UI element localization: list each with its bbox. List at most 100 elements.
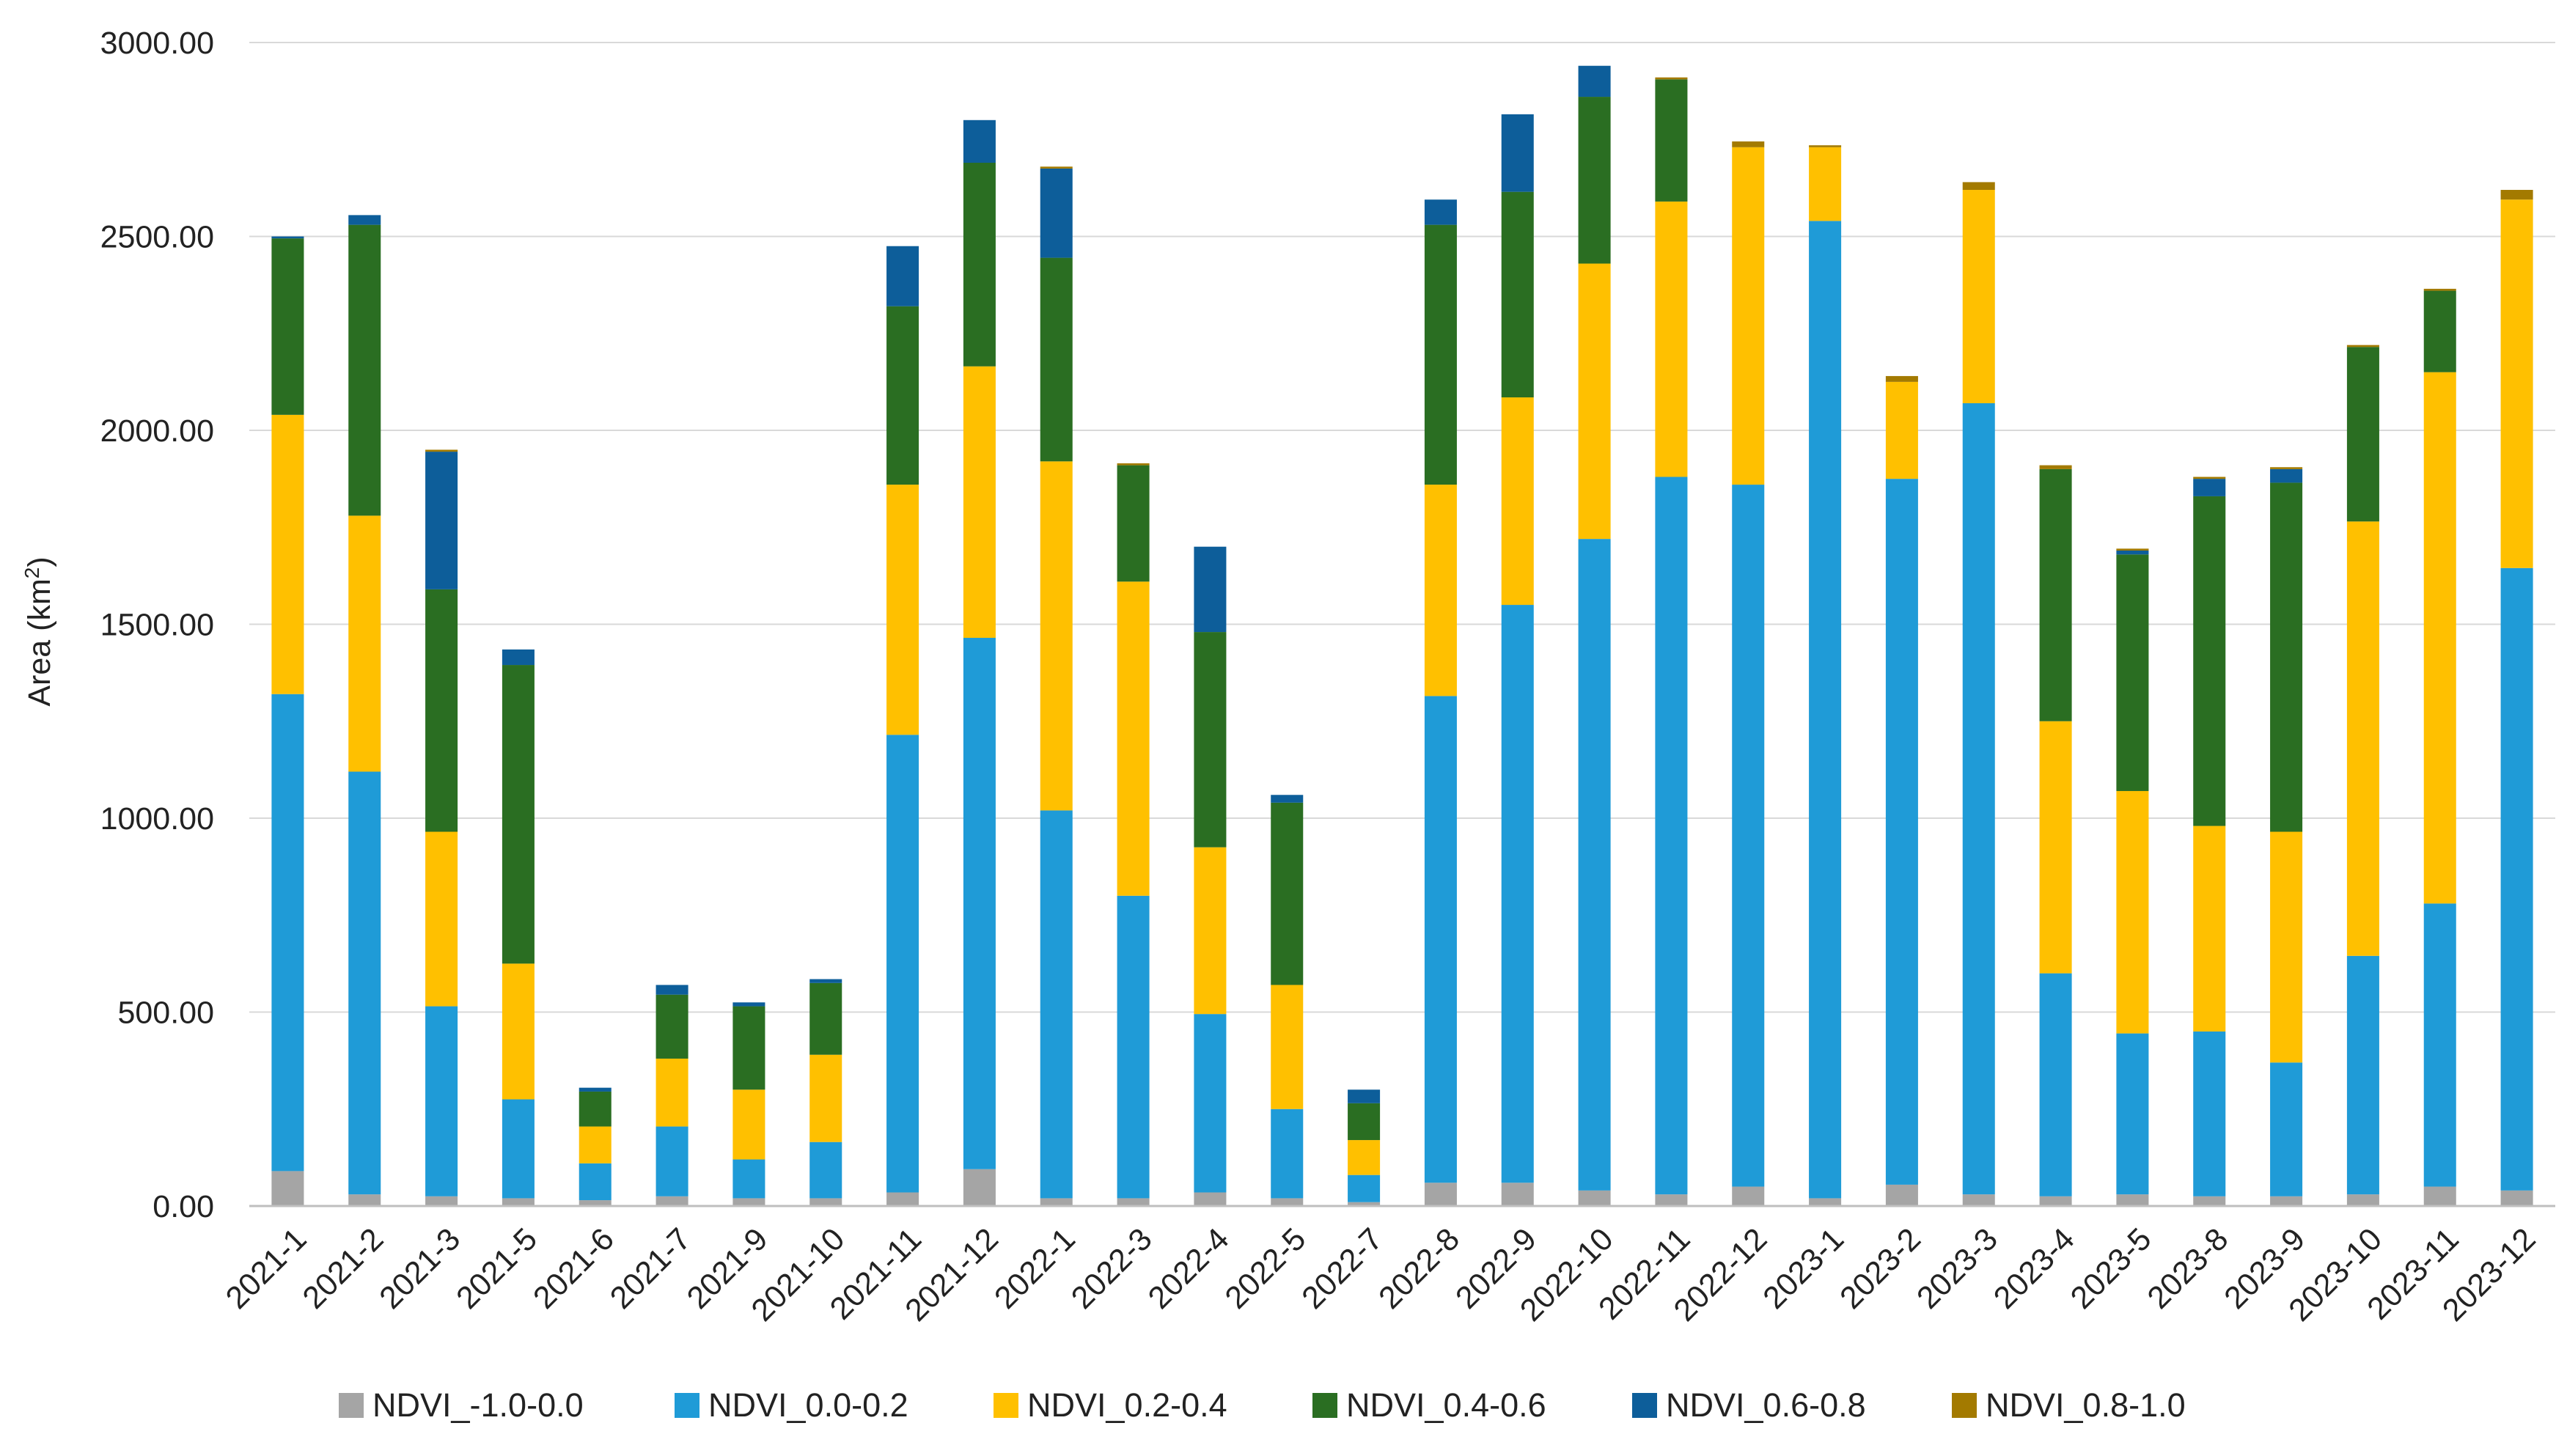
bar-segment (1578, 65, 1611, 98)
bar-segment (271, 238, 304, 415)
x-tick-label: 2022-3 (1065, 1221, 1159, 1316)
bar-segment (1040, 1198, 1073, 1206)
bar-segment (809, 1054, 842, 1142)
bar-stack-2023-2 (1885, 375, 1918, 1206)
x-tick-label: 2023-1 (1757, 1221, 1851, 1316)
bar-segment (655, 1058, 688, 1127)
bar-segment (425, 1006, 458, 1196)
bar-segment (1424, 696, 1457, 1183)
bar-segment (1578, 539, 1611, 1191)
bar-segment (2270, 1196, 2303, 1206)
bar-segment (1655, 477, 1688, 1195)
bar-segment (1194, 632, 1227, 848)
bar-segment (886, 246, 919, 306)
bar-segment (886, 306, 919, 485)
bar-segment (1194, 847, 1227, 1015)
bar-segment (1501, 114, 1534, 192)
bar-segment (809, 1198, 842, 1206)
y-tick-label: 1000.00 (100, 801, 214, 837)
bar-segment (2270, 482, 2303, 832)
legend-label: NDVI_0.2-0.4 (1027, 1386, 1227, 1424)
bar-segment (2193, 1196, 2226, 1206)
x-tick-label: 2023-8 (2141, 1221, 2236, 1316)
bar-stack-2022-5 (1271, 795, 1304, 1206)
bar-segment (2039, 721, 2072, 974)
bar-segment (579, 1163, 612, 1201)
bar-segment (348, 215, 381, 225)
bar-stack-2022-1 (1040, 166, 1073, 1206)
bar-segment (502, 1198, 535, 1206)
bar-stack-2021-2 (348, 215, 381, 1206)
bar-stack-2023-4 (2039, 465, 2072, 1206)
legend-item: NDVI_0.4-0.6 (1312, 1386, 1546, 1424)
bar-segment (2193, 477, 2226, 479)
bar-segment (2039, 973, 2072, 1196)
bar-segment (886, 735, 919, 1193)
x-tick-label: 2022-8 (1372, 1221, 1466, 1316)
y-tick-label: 3000.00 (100, 26, 214, 61)
bar-segment (2423, 372, 2456, 904)
bar-segment (425, 831, 458, 1007)
bar-segment (1578, 1190, 1611, 1206)
bar-stack-2022-7 (1348, 1089, 1381, 1206)
x-tick-label: 2023-5 (2064, 1221, 2159, 1316)
bar-segment (1424, 1183, 1457, 1206)
bar-segment (2423, 903, 2456, 1187)
bar-segment (502, 1099, 535, 1199)
bar-segment (1348, 1174, 1381, 1202)
bar-segment (2193, 1031, 2226, 1196)
bar-segment (425, 1196, 458, 1206)
bar-segment (1348, 1202, 1381, 1206)
legend-item: NDVI_0.6-0.8 (1632, 1386, 1866, 1424)
bar-segment (1348, 1089, 1381, 1103)
x-tick-label: 2021-2 (296, 1221, 391, 1316)
legend-swatch (675, 1393, 699, 1418)
bar-stack-2023-10 (2346, 345, 2379, 1206)
bar-segment (1501, 397, 1534, 606)
bar-segment (2116, 550, 2149, 555)
bar-segment (1271, 1198, 1304, 1206)
legend: NDVI_-1.0-0.0 NDVI_0.0-0.2 NDVI_0.2-0.4 NDV… (339, 1386, 2186, 1424)
bar-segment (732, 1159, 765, 1199)
bar-segment (886, 485, 919, 735)
bar-segment (502, 649, 535, 666)
bar-segment (1809, 147, 1842, 221)
bar-segment (2116, 790, 2149, 1034)
bar-segment (579, 1200, 612, 1206)
gridlines (249, 42, 2555, 1013)
bar-segment (1501, 1183, 1534, 1206)
bar-segment (2039, 465, 2072, 469)
x-tick-label: 2023-2 (1833, 1221, 1928, 1316)
y-tick-label: 2500.00 (100, 220, 214, 255)
legend-swatch (1312, 1393, 1337, 1418)
legend-item: NDVI_0.2-0.4 (994, 1386, 1227, 1424)
bar-segment (655, 1196, 688, 1206)
bar-segment (2500, 199, 2533, 568)
bar-stack-2021-3 (425, 449, 458, 1206)
bar-segment (2193, 826, 2226, 1032)
bar-segment (655, 994, 688, 1059)
bar-stack-2023-3 (1962, 182, 1995, 1206)
x-tick-label: 2022-7 (1296, 1221, 1390, 1316)
bar-segment (1348, 1103, 1381, 1141)
bar-segment (1962, 182, 1995, 191)
bar-segment (271, 694, 304, 1172)
bar-stack-2021-5 (502, 649, 535, 1206)
bar-segment (1194, 546, 1227, 633)
bar-segment (1424, 485, 1457, 696)
bars (271, 65, 2533, 1206)
legend-label: NDVI_0.4-0.6 (1346, 1386, 1546, 1424)
x-tick-label: 2021-6 (526, 1221, 621, 1316)
legend-label: NDVI_-1.0-0.0 (372, 1386, 584, 1424)
bar-segment (1732, 147, 1765, 485)
bar-segment (1040, 168, 1073, 258)
bar-segment (655, 985, 688, 995)
x-tick-label: 2021-5 (449, 1221, 544, 1316)
bar-segment (1117, 465, 1150, 582)
y-tick-label: 0.00 (153, 1189, 214, 1224)
bar-segment (425, 452, 458, 589)
bar-segment (2346, 955, 2379, 1195)
y-tick-label: 2000.00 (100, 413, 214, 449)
bar-segment (2116, 1033, 2149, 1195)
bar-stack-2023-11 (2423, 288, 2456, 1206)
